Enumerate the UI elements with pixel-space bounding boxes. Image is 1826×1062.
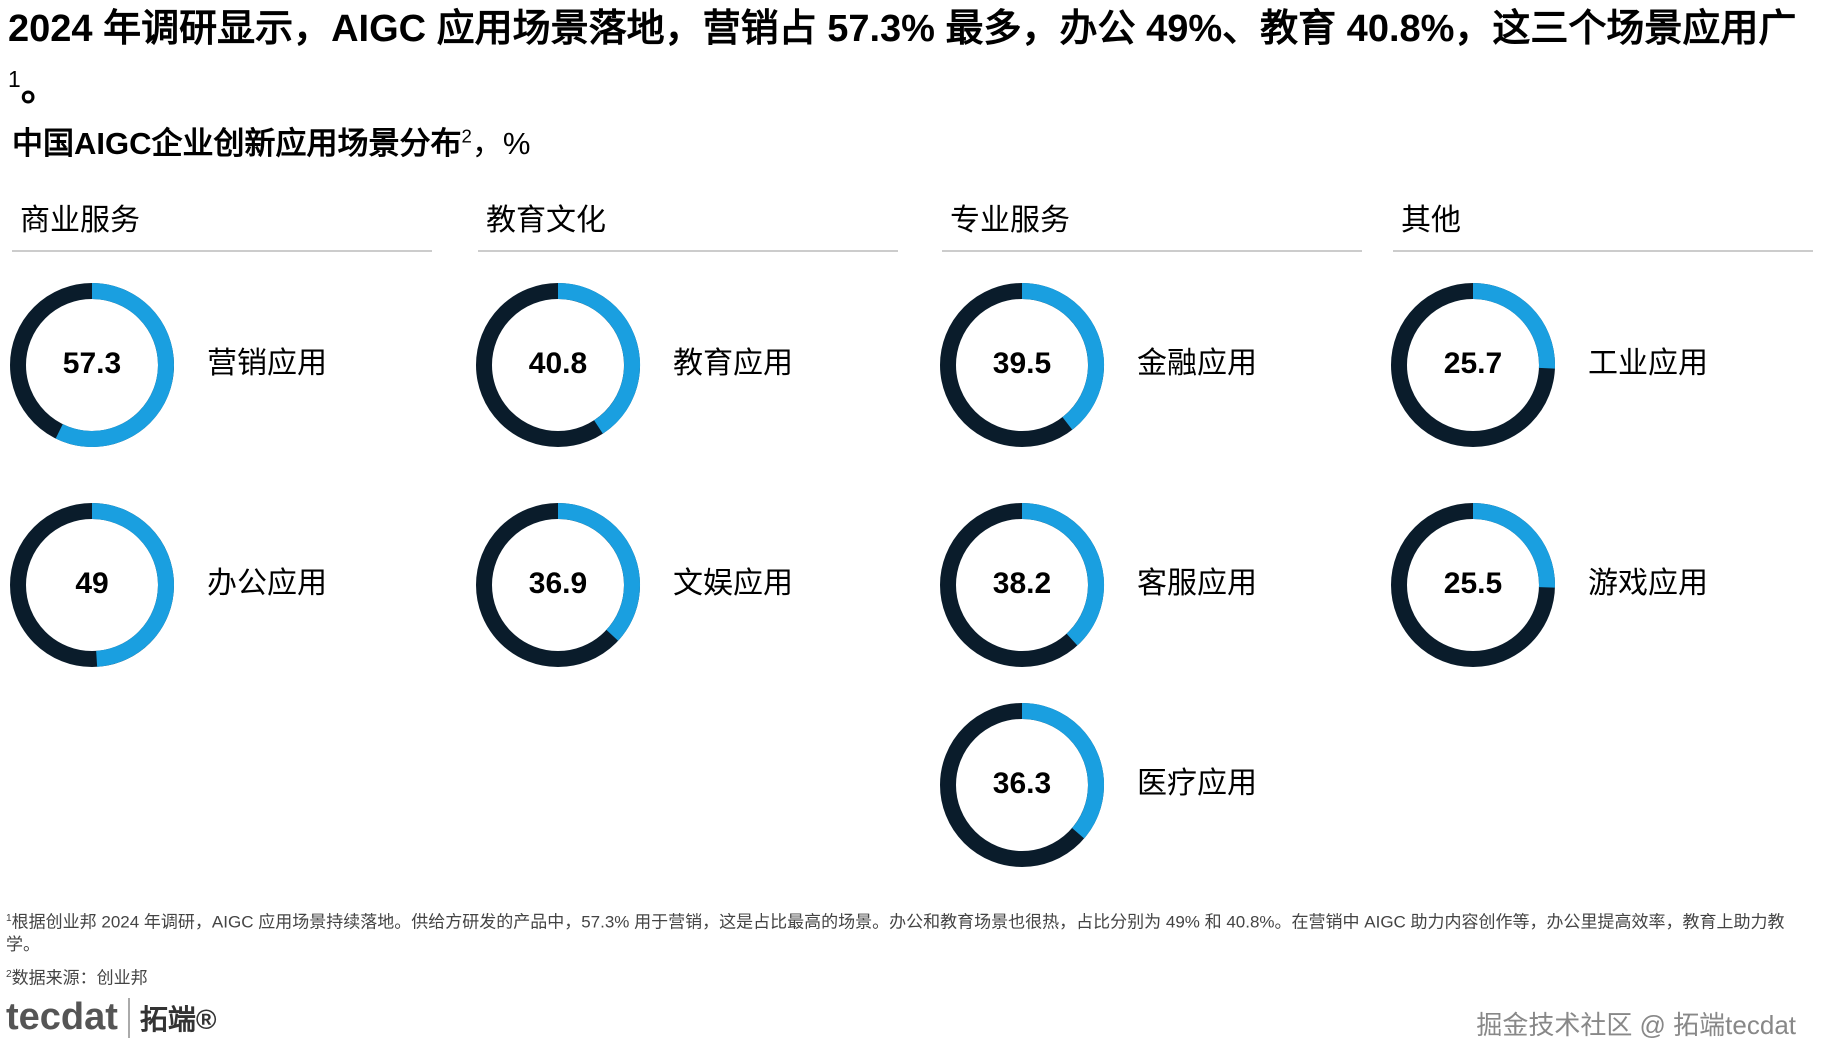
title-end: 。 (20, 67, 59, 110)
logo-brand: tecdat (6, 996, 118, 1038)
group-title: 商业服务 (20, 204, 140, 237)
subtitle-unit: ，% (471, 126, 531, 161)
donut-arc (557, 283, 640, 434)
footnote-text: 数据来源：创业邦 (11, 968, 148, 988)
value-label: 38.2 (993, 567, 1051, 600)
footnote: 1根据创业邦 2024 年调研，AIGC 应用场景持续落地。供给方研发的产品中，… (6, 908, 1816, 956)
group-title: 专业服务 (950, 204, 1070, 237)
value-label: 39.5 (993, 347, 1051, 380)
chart: 商业服务 57.3 营销应用 49 办公应用 教育文化 40.8 教育应用 36.9 文娱应用 专业… (10, 204, 1813, 867)
donut-arc (1021, 703, 1104, 839)
donut-arc (1472, 503, 1555, 588)
logo: tecdat 拓端® (6, 996, 217, 1039)
logo-name: 拓端® (127, 997, 217, 1038)
donut-arc (91, 503, 174, 667)
value-label: 25.7 (1444, 347, 1502, 380)
value-label: 36.3 (993, 767, 1051, 800)
subtitle: 中国AIGC企业创新应用场景分布2，% (12, 118, 530, 163)
category-label: 金融应用 (1137, 347, 1257, 380)
category-label: 办公应用 (207, 567, 327, 600)
footnote-mark: 1 (6, 913, 12, 924)
value-label: 49 (75, 567, 108, 600)
group-title: 其他 (1401, 204, 1461, 237)
footnote: 2数据来源：创业邦 (6, 964, 1816, 990)
value-label: 25.5 (1444, 567, 1502, 600)
footnotes: 1根据创业邦 2024 年调研，AIGC 应用场景持续落地。供给方研发的产品中，… (6, 908, 1816, 997)
donut-arc (1472, 283, 1555, 369)
value-label: 40.8 (529, 347, 587, 380)
value-label: 36.9 (529, 567, 587, 600)
category-label: 工业应用 (1588, 347, 1708, 380)
value-label: 57.3 (63, 347, 121, 380)
donut-arc (1021, 503, 1104, 646)
title: 2024 年调研显示，AIGC 应用场景落地，营销占 57.3% 最多，办公 4… (8, 4, 1808, 114)
category-label: 医疗应用 (1137, 767, 1257, 800)
title-note: 1 (8, 66, 21, 92)
category-label: 客服应用 (1137, 567, 1257, 600)
subtitle-text: 中国AIGC企业创新应用场景分布 (12, 126, 462, 161)
footnote-mark: 2 (6, 968, 12, 980)
footnote-text: 根据创业邦 2024 年调研，AIGC 应用场景持续落地。供给方研发的产品中，5… (6, 912, 1785, 954)
watermark: 掘金技术社区 @ 拓端tecdat (1476, 1010, 1796, 1040)
donut-arc (557, 503, 640, 641)
category-label: 营销应用 (207, 347, 327, 380)
category-label: 教育应用 (673, 347, 793, 380)
donut-arc (55, 283, 174, 447)
title-text: 2024 年调研显示，AIGC 应用场景落地，营销占 57.3% 最多，办公 4… (8, 8, 1797, 50)
category-label: 游戏应用 (1588, 567, 1708, 600)
group-title: 教育文化 (486, 204, 606, 237)
subtitle-note: 2 (461, 125, 472, 147)
donut-arc (1021, 283, 1104, 430)
category-label: 文娱应用 (673, 567, 793, 600)
